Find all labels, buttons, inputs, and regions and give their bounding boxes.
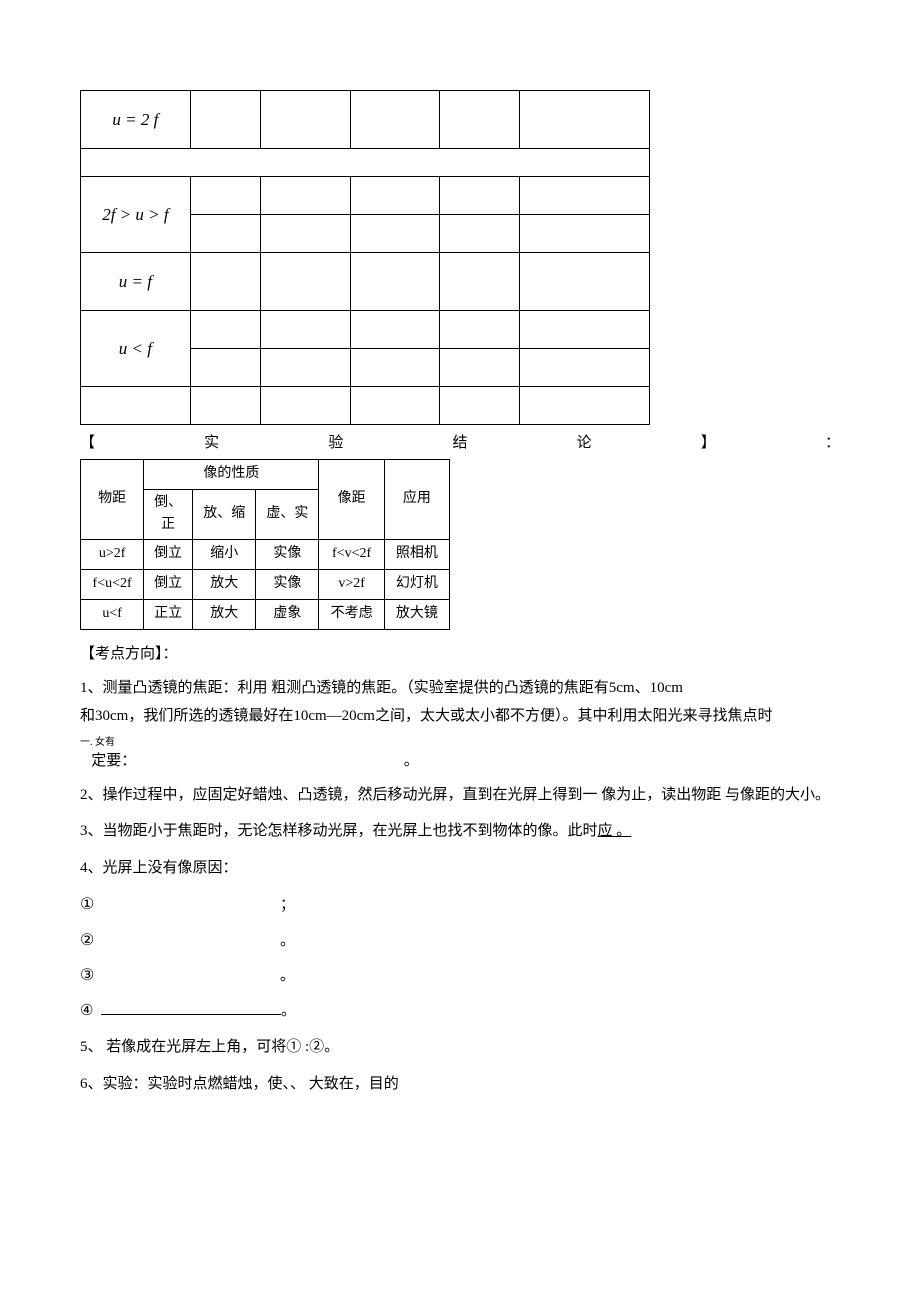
conclusion-table: 物距 像的性质 像距 应用 倒、正 放、缩 虚、实 u>2f 倒立 缩小 实像 … (80, 459, 450, 630)
formula-u-lt-f: u < f (81, 311, 191, 387)
para-3: 3、当物距小于焦距时，无论怎样移动光屏，在光屏上也找不到物体的像。此时应 。 (80, 817, 840, 846)
item-circle-1: ①； (80, 892, 840, 918)
th-orientation: 倒、正 (144, 490, 193, 540)
para-1-tiny: 一. 女有 (80, 737, 840, 749)
th-real: 虚、实 (256, 490, 319, 540)
blank-underline (101, 1014, 281, 1015)
table-row: u>2f 倒立 缩小 实像 f<v<2f 照相机 (81, 539, 450, 569)
para-2: 2、操作过程中，应固定好蜡烛、凸透镜，然后移动光屏，直到在光屏上得到一 像为止，… (80, 781, 840, 810)
empty-experiment-table: u = 2 f 2f > u > f u = f u < f (80, 90, 650, 425)
conclusion-heading: 【 实 验 结 论 】 ： (80, 431, 840, 455)
item-circle-3: ③。 (80, 963, 840, 989)
table-row: u<f 正立 放大 虚象 不考虑 放大镜 (81, 599, 450, 629)
table-row: f<u<2f 倒立 放大 实像 v>2f 幻灯机 (81, 569, 450, 599)
formula-u-f: u = f (81, 253, 191, 311)
th-image-distance: 像距 (319, 460, 384, 540)
para-6: 6、实验：实验时点燃蜡烛，使、、 大致在，目的 (80, 1070, 840, 1099)
item-circle-4: ④ 。 (80, 999, 840, 1023)
item-circle-2: ②。 (80, 928, 840, 954)
th-object-distance: 物距 (81, 460, 144, 540)
th-size: 放、缩 (193, 490, 256, 540)
para-1: 1、测量凸透镜的焦距：利用 粗测凸透镜的焦距。（实验室提供的凸透镜的焦距有5cm… (80, 674, 840, 731)
para-1-end: 定要： 。 (80, 749, 840, 773)
para-4: 4、光屏上没有像原因： (80, 854, 840, 883)
para-5: 5、 若像成在光屏左上角，可将① :②。 (80, 1033, 840, 1062)
formula-2f-u-f: 2f > u > f (81, 177, 191, 253)
exam-direction-title: 【考点方向】： (80, 642, 840, 666)
formula-u2f: u = 2 f (81, 91, 191, 149)
th-image-nature: 像的性质 (144, 460, 319, 490)
th-application: 应用 (384, 460, 449, 540)
